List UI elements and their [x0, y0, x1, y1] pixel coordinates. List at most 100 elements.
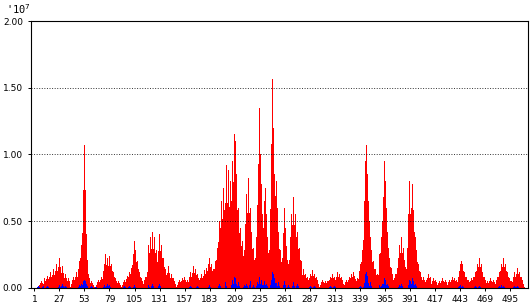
Bar — [47, 276, 48, 288]
Bar — [37, 287, 38, 288]
Bar — [364, 282, 365, 288]
Bar — [208, 287, 209, 288]
Bar — [173, 281, 174, 288]
Bar — [187, 280, 188, 288]
Bar — [493, 280, 494, 288]
Bar — [284, 208, 285, 288]
Bar — [500, 271, 501, 288]
Bar — [209, 258, 210, 288]
Bar — [121, 287, 122, 288]
Bar — [290, 237, 291, 288]
Bar — [42, 284, 44, 288]
Bar — [118, 283, 119, 288]
Bar — [113, 272, 114, 288]
Bar — [512, 282, 513, 288]
Bar — [159, 284, 160, 288]
Bar — [129, 272, 130, 288]
Bar — [165, 269, 166, 288]
Bar — [64, 287, 65, 288]
Bar — [263, 285, 264, 288]
Bar — [166, 275, 167, 288]
Bar — [253, 248, 254, 288]
Bar — [89, 278, 90, 288]
Bar — [252, 287, 253, 288]
Bar — [277, 283, 278, 288]
Bar — [144, 277, 145, 288]
Bar — [107, 258, 108, 288]
Bar — [298, 248, 299, 288]
Bar — [391, 268, 392, 288]
Bar — [447, 285, 448, 288]
Bar — [156, 250, 157, 288]
Bar — [382, 284, 383, 288]
Bar — [320, 285, 321, 288]
Bar — [457, 282, 458, 288]
Bar — [195, 275, 196, 288]
Bar — [286, 247, 287, 288]
Bar — [289, 260, 290, 288]
Bar — [75, 277, 76, 288]
Bar — [153, 249, 154, 288]
Bar — [311, 276, 312, 288]
Bar — [204, 270, 205, 288]
Bar — [114, 277, 115, 288]
Bar — [241, 247, 242, 288]
Bar — [237, 210, 238, 288]
Bar — [259, 108, 260, 288]
Bar — [472, 280, 473, 288]
Bar — [267, 286, 268, 288]
Bar — [131, 268, 132, 288]
Bar — [101, 277, 102, 288]
Bar — [258, 164, 259, 288]
Bar — [417, 262, 418, 288]
Bar — [359, 271, 360, 288]
Bar — [448, 282, 449, 288]
Bar — [515, 287, 516, 288]
Bar — [195, 287, 196, 288]
Bar — [309, 278, 310, 288]
Bar — [61, 286, 62, 288]
Bar — [188, 282, 189, 288]
Bar — [209, 285, 210, 288]
Bar — [40, 283, 41, 288]
Bar — [397, 268, 398, 288]
Bar — [502, 287, 503, 288]
Bar — [406, 269, 407, 288]
Bar — [497, 277, 498, 288]
Bar — [124, 286, 125, 288]
Bar — [500, 287, 501, 288]
Bar — [278, 232, 279, 288]
Bar — [208, 264, 209, 288]
Bar — [218, 242, 219, 288]
Bar — [106, 286, 107, 288]
Bar — [278, 282, 279, 288]
Bar — [199, 277, 200, 288]
Bar — [516, 287, 517, 288]
Bar — [100, 280, 101, 288]
Bar — [353, 272, 354, 288]
Bar — [196, 286, 198, 288]
Bar — [276, 276, 277, 288]
Bar — [309, 287, 310, 288]
Bar — [431, 280, 432, 288]
Bar — [421, 277, 422, 288]
Bar — [479, 287, 481, 288]
Bar — [116, 281, 117, 288]
Bar — [237, 286, 238, 288]
Bar — [284, 281, 285, 288]
Bar — [82, 285, 83, 288]
Bar — [90, 282, 91, 288]
Bar — [337, 272, 338, 288]
Bar — [513, 277, 514, 288]
Bar — [463, 287, 464, 288]
Bar — [181, 281, 182, 288]
Bar — [487, 281, 489, 288]
Bar — [249, 285, 250, 288]
Bar — [416, 250, 417, 288]
Bar — [439, 281, 440, 288]
Bar — [316, 277, 317, 288]
Bar — [382, 221, 383, 288]
Bar — [174, 278, 175, 288]
Bar — [160, 286, 161, 288]
Bar — [498, 277, 499, 288]
